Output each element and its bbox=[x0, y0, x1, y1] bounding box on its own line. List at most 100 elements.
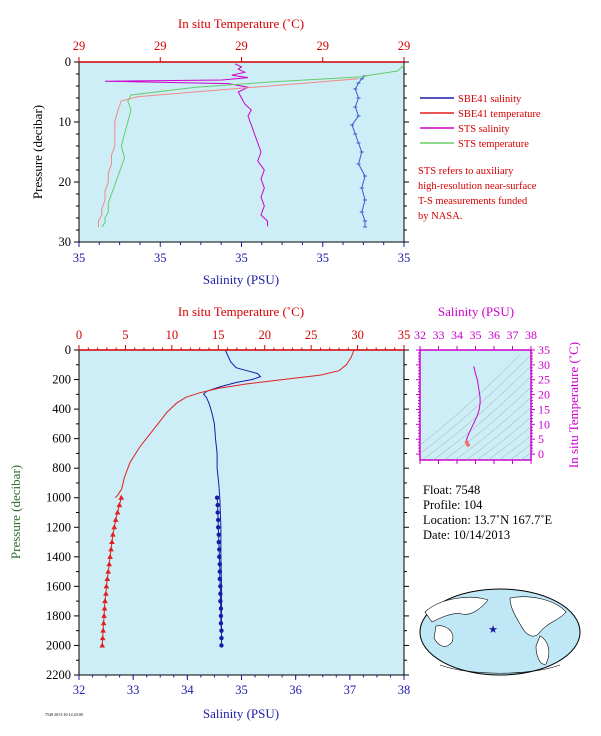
top-plot-area bbox=[78, 61, 405, 243]
top-series bbox=[98, 63, 405, 228]
bottom-series-3 bbox=[99, 494, 125, 648]
temperature-sample-marker bbox=[101, 612, 107, 618]
top-legend: SBE41 salinity SBE41 temperature STS sal… bbox=[420, 94, 541, 150]
info-float: Float: 7548 bbox=[423, 483, 480, 497]
top-temperature-tick-label: 29 bbox=[154, 39, 167, 53]
map-land-asia bbox=[424, 597, 489, 623]
ts-series-0 bbox=[465, 366, 481, 441]
bottom-temperature-tick-label: 20 bbox=[258, 328, 271, 342]
top-temperature-axis-label: In situ Temperature (˚C) bbox=[178, 16, 304, 31]
temperature-sample-marker bbox=[102, 598, 108, 604]
isopycnal-line bbox=[487, 426, 531, 460]
ts-temperature-tick-label: 5 bbox=[538, 432, 544, 446]
bottom-pressure-tick-label: 600 bbox=[52, 432, 71, 446]
bottom-salinity-tick-label: 36 bbox=[289, 683, 302, 697]
top-chart: 0 10 20 30 29 29 29 29 29 35 35 35 35 35 In situ Temp… bbox=[30, 16, 541, 287]
bottom-series-line bbox=[202, 349, 262, 646]
top-salinity-tick-label: 35 bbox=[154, 251, 167, 265]
salinity-sample-marker bbox=[217, 576, 223, 582]
legend-label-sbe41-salinity: SBE41 salinity bbox=[458, 94, 522, 105]
salinity-sample-marker bbox=[218, 613, 224, 619]
note-line-1: STS refers to auxiliary bbox=[418, 166, 514, 177]
salinity-sample-marker bbox=[217, 554, 222, 560]
ts-temperature-tick-label: 20 bbox=[538, 388, 550, 402]
bottom-temperature-tick-label: 0 bbox=[76, 328, 82, 342]
top-temperature-tick-label: 29 bbox=[73, 39, 86, 53]
salinity-sample-marker bbox=[219, 628, 224, 633]
temperature-sample-marker bbox=[107, 553, 113, 559]
float-location-marker: ★ bbox=[488, 624, 498, 636]
salinity-sample-marker bbox=[218, 591, 223, 596]
bottom-salinity-tick-label: 32 bbox=[73, 683, 86, 697]
bottom-temperature-tick-label: 30 bbox=[351, 328, 364, 342]
legend-label-sts-salinity: STS salinity bbox=[458, 124, 510, 135]
temperature-sample-marker bbox=[101, 605, 108, 611]
bottom-pressure-tick-label: 200 bbox=[52, 373, 71, 387]
ts-temperature-tick-label: 35 bbox=[538, 343, 550, 357]
salinity-sample-marker bbox=[218, 584, 223, 589]
info-date: Date: 10/14/2013 bbox=[423, 528, 510, 542]
top-series-line bbox=[101, 64, 405, 228]
top-temperature-tick-label: 29 bbox=[317, 39, 330, 53]
bottom-series-0 bbox=[202, 349, 262, 646]
salinity-sample-marker bbox=[218, 606, 224, 611]
bottom-pressure-tick-label: 1000 bbox=[46, 491, 71, 505]
float-info: Float: 7548 Profile: 104 Location: 13.7˚… bbox=[423, 483, 553, 542]
temperature-sample-marker bbox=[110, 531, 116, 537]
ts-plot-area bbox=[419, 349, 532, 461]
salinity-sample-marker bbox=[218, 598, 223, 604]
temperature-sample-marker bbox=[100, 627, 106, 633]
ts-temperature-tick-label: 25 bbox=[538, 373, 550, 387]
temperature-sample-marker bbox=[118, 494, 125, 500]
bottom-temperature-tick-label: 35 bbox=[398, 328, 411, 342]
bottom-pressure-tick-label: 800 bbox=[52, 461, 71, 475]
note-line-2: high-resolution near-surface bbox=[418, 181, 537, 192]
bottom-salinity-tick-label: 34 bbox=[181, 683, 194, 697]
temperature-sample-marker bbox=[103, 583, 110, 589]
bottom-pressure-tick-label: 0 bbox=[65, 343, 71, 357]
temperature-sample-marker bbox=[99, 642, 106, 648]
bottom-chart: 0200400600800100012001400160018002000220… bbox=[8, 304, 410, 721]
note-line-3: T-S measurements funded bbox=[418, 196, 528, 207]
salinity-sample-marker bbox=[218, 621, 224, 626]
top-series-line bbox=[104, 63, 268, 227]
ts-temperature-axis-label: In situ Temperature (˚C) bbox=[566, 342, 581, 468]
top-temperature-tick-label: 29 bbox=[398, 39, 411, 53]
bottom-salinity-tick-label: 38 bbox=[398, 683, 411, 697]
salinity-sample-marker bbox=[219, 643, 224, 648]
isopycnal-line bbox=[454, 397, 531, 460]
bottom-series-2 bbox=[214, 495, 224, 648]
top-salinity-tick-label: 35 bbox=[73, 251, 86, 265]
isopycnal-line bbox=[465, 407, 531, 460]
isopycnal-line bbox=[443, 386, 531, 460]
temperature-sample-marker bbox=[111, 524, 118, 530]
top-series-line bbox=[351, 75, 366, 227]
temperature-sample-marker bbox=[116, 502, 123, 508]
salinity-sample-marker bbox=[215, 502, 220, 508]
salinity-sample-marker bbox=[214, 495, 220, 500]
top-series-3 bbox=[98, 78, 359, 227]
top-temperature-tick-label: 29 bbox=[235, 39, 248, 53]
bottom-temperature-tick-label: 15 bbox=[212, 328, 225, 342]
isopycnal-line bbox=[498, 435, 531, 460]
temperature-sample-marker bbox=[109, 539, 115, 545]
isopycnal-line bbox=[420, 354, 521, 446]
ts-series bbox=[464, 366, 481, 448]
top-pressure-tick-label: 30 bbox=[59, 235, 72, 249]
info-location: Location: 13.7˚N 167.7˚E bbox=[423, 513, 553, 527]
bottom-temperature-axis-label: In situ Temperature (˚C) bbox=[178, 304, 304, 319]
ts-series-line bbox=[464, 440, 471, 448]
top-ticks: 0 10 20 30 29 29 29 29 29 35 35 35 35 35 bbox=[59, 39, 411, 265]
top-salinity-axis-label: Salinity (PSU) bbox=[203, 272, 279, 287]
note-line-4: by NASA. bbox=[418, 211, 462, 222]
ts-temperature-tick-label: 10 bbox=[538, 417, 550, 431]
bottom-pressure-tick-label: 1400 bbox=[46, 550, 71, 564]
ts-temperature-tick-label: 30 bbox=[538, 358, 550, 372]
salinity-sample-marker bbox=[215, 510, 220, 515]
salinity-sample-marker bbox=[216, 532, 221, 537]
bottom-temperature-tick-label: 25 bbox=[305, 328, 318, 342]
temperature-sample-marker bbox=[106, 561, 112, 567]
ts-salinity-tick-label: 33 bbox=[433, 328, 445, 342]
